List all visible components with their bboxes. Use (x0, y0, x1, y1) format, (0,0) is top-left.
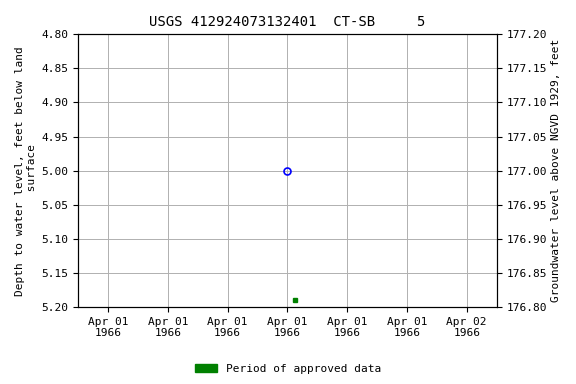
Y-axis label: Groundwater level above NGVD 1929, feet: Groundwater level above NGVD 1929, feet (551, 39, 561, 302)
Legend: Period of approved data: Period of approved data (191, 359, 385, 379)
Title: USGS 412924073132401  CT-SB     5: USGS 412924073132401 CT-SB 5 (149, 15, 426, 29)
Y-axis label: Depth to water level, feet below land
 surface: Depth to water level, feet below land su… (15, 46, 37, 296)
